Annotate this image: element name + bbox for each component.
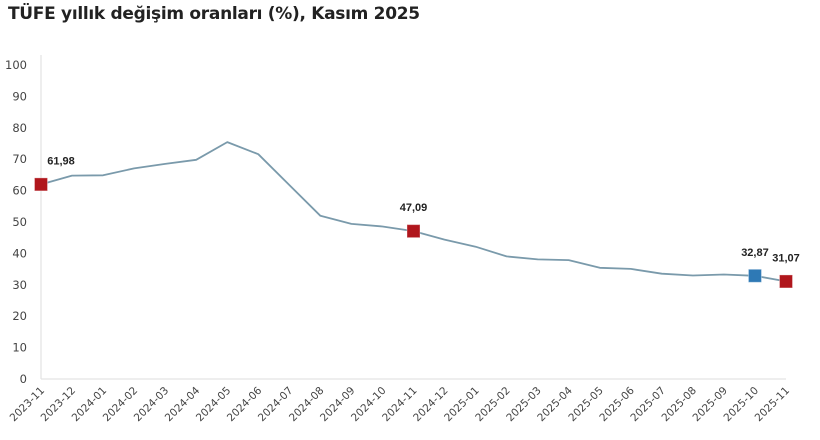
data-point-marker <box>747 268 762 283</box>
x-axis: 2023-112023-122024-012024-022024-032024-… <box>8 378 793 425</box>
data-annotations: 61,98 47,09 32,87 31,07 <box>34 155 800 289</box>
y-tick-label: 0 <box>20 372 27 386</box>
chart-title: TÜFE yıllık değişim oranları (%), Kasım … <box>8 4 420 24</box>
y-tick-label: 20 <box>12 309 27 323</box>
data-label: 47,09 <box>400 202 428 214</box>
y-tick-label: 50 <box>12 215 27 229</box>
y-tick-label: 100 <box>5 58 27 72</box>
y-tick-label: 60 <box>12 184 27 198</box>
data-label: 32,87 <box>741 247 769 259</box>
data-point-marker <box>779 274 793 289</box>
y-tick-label: 40 <box>12 246 27 260</box>
x-tick-label: 2025-11 <box>753 385 793 425</box>
y-tick-label: 80 <box>12 121 27 135</box>
data-label: 31,07 <box>772 252 800 264</box>
y-tick-label: 10 <box>12 341 27 355</box>
data-label: 61,98 <box>47 155 75 167</box>
y-axis: 0 10 20 30 40 50 60 70 80 90 100 <box>5 55 42 386</box>
data-point-marker <box>34 177 48 192</box>
y-tick-label: 30 <box>12 278 27 292</box>
y-tick-label: 70 <box>12 152 27 166</box>
data-point-marker <box>406 224 421 239</box>
y-tick-label: 90 <box>12 89 27 103</box>
